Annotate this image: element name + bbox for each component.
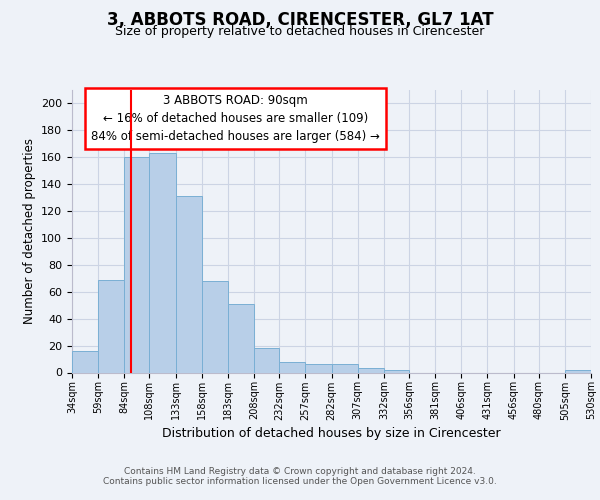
Bar xyxy=(124,158,149,372)
Bar xyxy=(384,370,409,372)
Bar xyxy=(202,281,228,372)
Text: 3 ABBOTS ROAD: 90sqm
← 16% of detached houses are smaller (109)
84% of semi-deta: 3 ABBOTS ROAD: 90sqm ← 16% of detached h… xyxy=(91,94,380,143)
Bar xyxy=(331,364,358,372)
Text: Contains HM Land Registry data © Crown copyright and database right 2024.: Contains HM Land Registry data © Crown c… xyxy=(124,467,476,476)
Bar xyxy=(228,304,254,372)
Bar xyxy=(254,348,279,372)
Bar xyxy=(72,351,98,372)
Bar xyxy=(358,368,384,372)
Text: Size of property relative to detached houses in Cirencester: Size of property relative to detached ho… xyxy=(115,25,485,38)
Y-axis label: Number of detached properties: Number of detached properties xyxy=(23,138,35,324)
Bar xyxy=(98,280,124,372)
Text: 3, ABBOTS ROAD, CIRENCESTER, GL7 1AT: 3, ABBOTS ROAD, CIRENCESTER, GL7 1AT xyxy=(107,11,493,29)
Bar xyxy=(565,370,591,372)
Bar xyxy=(279,362,305,372)
Bar xyxy=(149,153,176,372)
Bar xyxy=(176,196,202,372)
Bar xyxy=(305,364,332,372)
X-axis label: Distribution of detached houses by size in Cirencester: Distribution of detached houses by size … xyxy=(162,426,501,440)
Text: Contains public sector information licensed under the Open Government Licence v3: Contains public sector information licen… xyxy=(103,477,497,486)
